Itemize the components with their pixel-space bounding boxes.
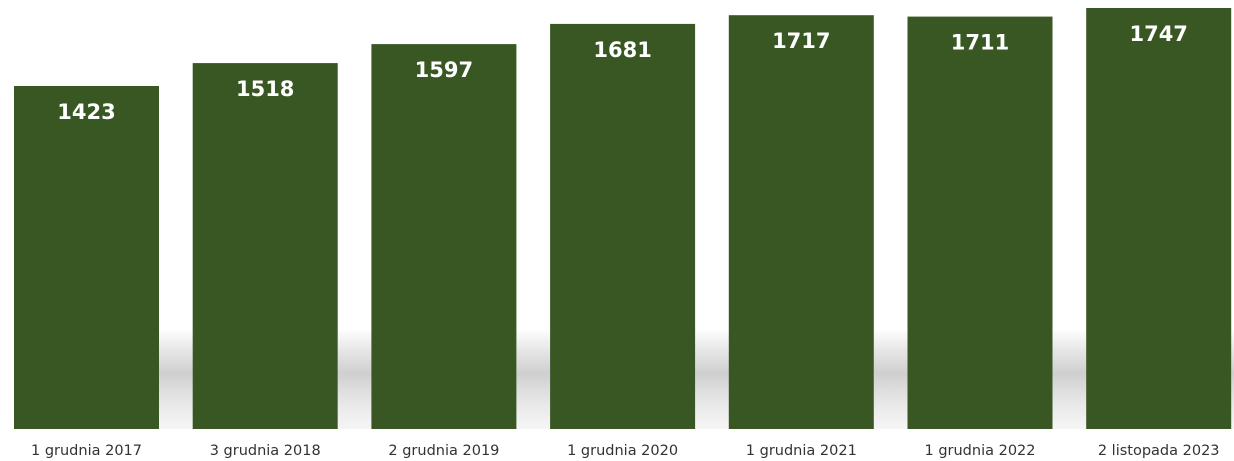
category-label: 1 grudnia 2017	[31, 443, 142, 459]
bar-value-label: 1518	[236, 77, 294, 101]
bar-shadow	[873, 329, 908, 429]
bar-shadow	[159, 329, 193, 429]
category-label: 3 grudnia 2018	[210, 443, 321, 459]
bar	[192, 63, 338, 429]
category-label: 1 grudnia 2021	[746, 443, 857, 459]
category-labels-group: 1 grudnia 2017 3 grudnia 2018 2 grudnia 20…	[31, 443, 1220, 459]
bar-shadow	[337, 329, 372, 429]
bar	[728, 15, 874, 429]
bar-shadows	[159, 329, 1234, 429]
bar-value-label: 1711	[951, 31, 1009, 55]
bar	[14, 86, 159, 429]
bar-shadow	[1231, 329, 1234, 429]
bar	[907, 16, 1053, 429]
bar-shadow	[516, 329, 551, 429]
bar	[371, 44, 517, 429]
value-labels-group: 1423 1518 1597 1681 1717 1711 1747	[57, 22, 1188, 124]
bars-group	[14, 8, 1232, 430]
bar-shadow	[1052, 329, 1087, 429]
category-label: 1 grudnia 2020	[567, 443, 678, 459]
bar	[1086, 8, 1232, 429]
category-label: 1 grudnia 2022	[924, 443, 1035, 459]
bar-value-label: 1747	[1129, 22, 1187, 46]
category-label: 2 listopada 2023	[1098, 443, 1220, 459]
bar-value-label: 1597	[415, 58, 473, 82]
bar-value-label: 1423	[57, 100, 115, 124]
bar-shadow	[695, 329, 730, 429]
bar	[550, 23, 696, 430]
category-label: 2 grudnia 2019	[388, 443, 499, 459]
bar-value-label: 1681	[593, 38, 651, 62]
bar-value-label: 1717	[772, 29, 830, 53]
